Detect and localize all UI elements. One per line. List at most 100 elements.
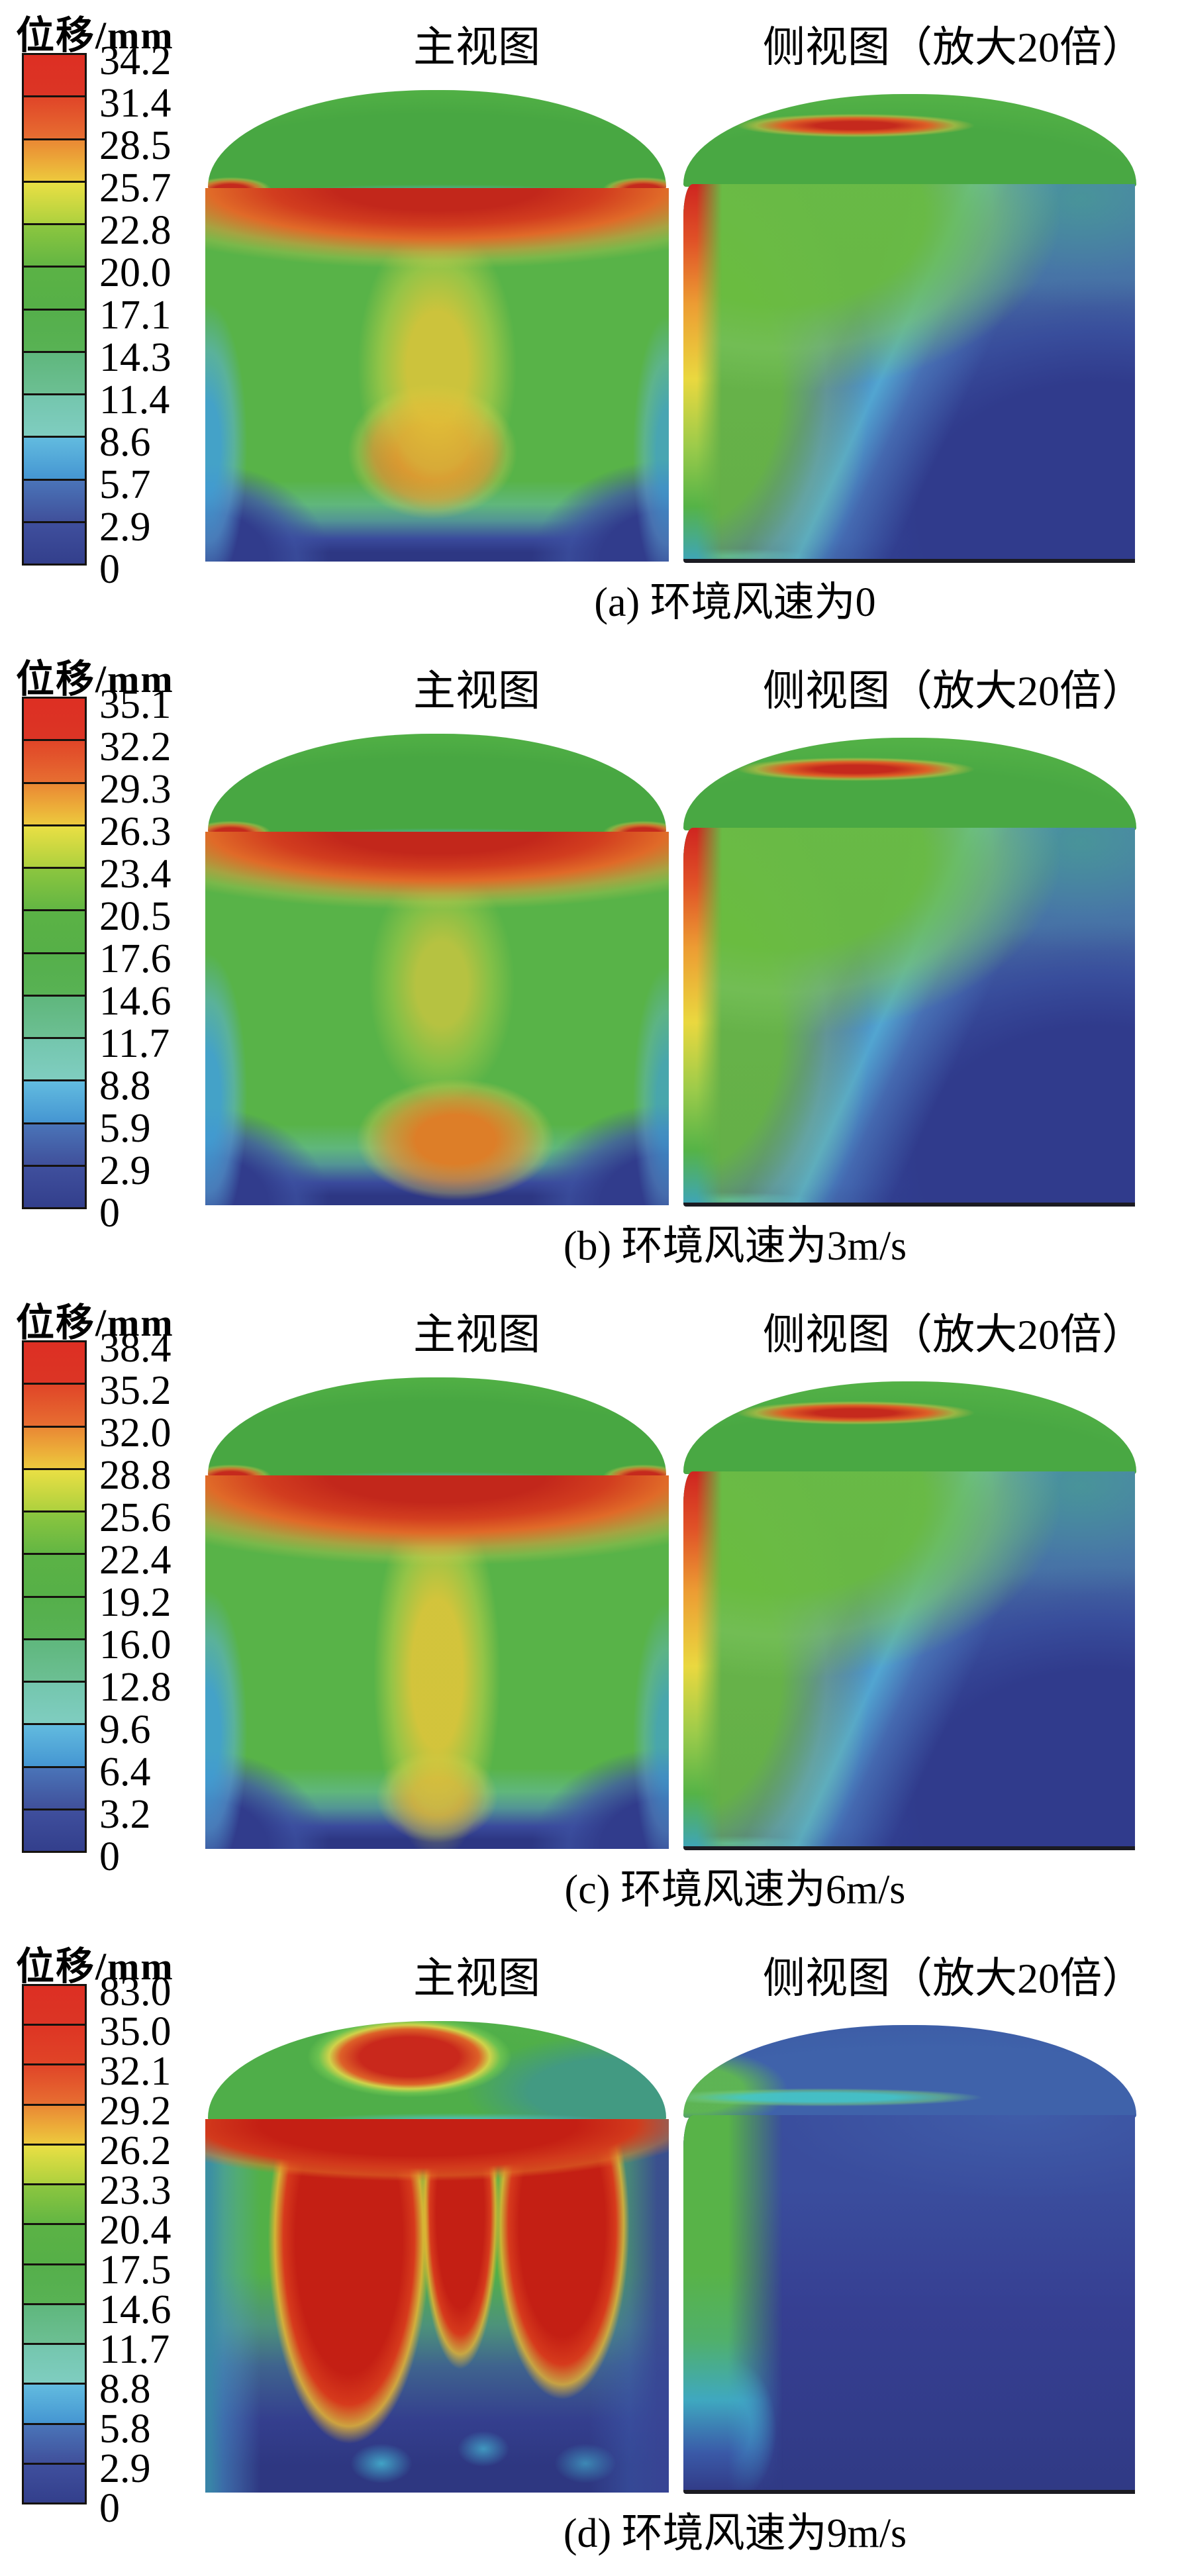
panel-caption: (a) 环境风速为0: [594, 580, 876, 625]
colorbar-segment: [24, 2303, 85, 2344]
colorbar-tick: 5.8: [99, 2406, 151, 2452]
colorbar-segment: [24, 1986, 85, 2024]
colorbar-tick: 26.3: [99, 809, 172, 854]
colorbar-segment: [24, 138, 85, 181]
colorbar-tick: 35.0: [99, 2009, 172, 2054]
main-view-title: 主视图: [413, 668, 540, 715]
side-view-title: 侧视图（放大20倍）: [763, 1311, 1144, 1358]
colorbar-unit-label: 位移/mm: [16, 658, 174, 701]
panel-c: 位移/mm 38.4 35.2 32.0 28.8 25.6 22.4 19.2 16.0 12…: [0, 1287, 1182, 1931]
colorbar-segment: [24, 1037, 85, 1080]
tank-dome-contour: [683, 2025, 1136, 2118]
colorbar-segment: [24, 2143, 85, 2184]
tank-shell-contour: [205, 188, 669, 562]
colorbar-tick: 20.0: [99, 250, 172, 295]
colorbar-tick: 38.4: [99, 1326, 172, 1371]
side-view-contour: [683, 738, 1136, 1207]
colorbar-tick: 11.4: [99, 377, 170, 422]
colorbar-tick: 5.7: [99, 462, 151, 507]
colorbar-segment: [24, 781, 85, 824]
colorbar-tick: 32.0: [99, 1411, 172, 1456]
side-view-title: 侧视图（放大20倍）: [763, 1955, 1144, 2002]
colorbar-segment: [24, 308, 85, 351]
panel-caption: (c) 环境风速为6m/s: [564, 1867, 906, 1912]
colorbar-segment: [24, 1723, 85, 1766]
colorbar-tick: 31.4: [99, 81, 172, 126]
colorbar: [22, 1340, 87, 1853]
colorbar-segment: [24, 1164, 85, 1207]
colorbar-tick: 5.9: [99, 1106, 151, 1151]
colorbar-segment: [24, 55, 85, 96]
tank-shell-contour: [683, 184, 1135, 563]
colorbar-tick: 0: [99, 1191, 120, 1236]
colorbar-tick: 32.2: [99, 724, 172, 769]
colorbar-segment: [24, 699, 85, 740]
colorbar-segment: [24, 1681, 85, 1724]
panel-caption: (d) 环境风速为9m/s: [563, 2511, 907, 2556]
colorbar-tick: 23.3: [99, 2168, 172, 2213]
side-view-contour: [683, 1381, 1136, 1850]
colorbar-segment: [24, 1079, 85, 1122]
colorbar-segment: [24, 1425, 85, 1468]
colorbar-tick: 20.4: [99, 2208, 172, 2253]
panel-caption: (b) 环境风速为3m/s: [563, 1224, 907, 1269]
colorbar-tick: 3.2: [99, 1792, 151, 1837]
colorbar-segment: [24, 266, 85, 309]
main-view-contour: [205, 2021, 669, 2493]
colorbar: [22, 1984, 87, 2504]
colorbar-tick: 35.2: [99, 1368, 172, 1413]
colorbar-segment: [24, 223, 85, 266]
panel-d: 位移/mm 83.0 35.0 32.1 29.2 26.2 23.3 20.4 17.5 14…: [0, 1931, 1182, 2575]
main-view-contour: [205, 1377, 669, 1849]
panel-a: 位移/mm 34.2 31.4 28.5 25.7 22.8 20.0 17.1 14.3 11…: [0, 0, 1182, 644]
colorbar-segment: [24, 1122, 85, 1165]
colorbar-tick: 19.2: [99, 1580, 172, 1625]
colorbar-tick: 0: [99, 2486, 120, 2531]
colorbar-segment: [24, 2183, 85, 2224]
colorbar-tick: 2.9: [99, 1148, 151, 1193]
tank-shell-contour: [205, 1475, 669, 1849]
colorbar-tick: 17.5: [99, 2248, 172, 2293]
colorbar-segment: [24, 1342, 85, 1383]
colorbar-segment: [24, 1808, 85, 1851]
colorbar-tick: 0: [99, 1834, 120, 1879]
colorbar-tick: 8.8: [99, 2367, 151, 2412]
colorbar-segment: [24, 909, 85, 952]
tank-dome-contour: [683, 1381, 1136, 1474]
colorbar-tick: 26.2: [99, 2128, 172, 2173]
side-view-contour: [683, 2025, 1136, 2494]
colorbar-tick: 20.5: [99, 894, 172, 939]
colorbar-tick: 22.8: [99, 208, 172, 253]
colorbar-tick: 11.7: [99, 1021, 170, 1066]
colorbar-tick: 32.1: [99, 2049, 172, 2094]
colorbar-tick: 29.2: [99, 2089, 172, 2134]
colorbar-tick: 12.8: [99, 1665, 172, 1710]
tank-shell-contour: [683, 1471, 1135, 1850]
colorbar-segment: [24, 2063, 85, 2104]
colorbar-tick: 29.3: [99, 767, 172, 812]
main-view-title: 主视图: [413, 1955, 540, 2002]
colorbar-tick: 14.6: [99, 979, 172, 1024]
colorbar-tick: 2.9: [99, 505, 151, 550]
colorbar-tick: 25.7: [99, 166, 172, 211]
main-view-contour: [205, 734, 669, 1205]
colorbar-tick: 14.6: [99, 2287, 172, 2332]
colorbar-tick: 35.1: [99, 682, 172, 727]
colorbar-tick: 17.6: [99, 936, 172, 981]
colorbar-tick: 34.2: [99, 38, 172, 83]
colorbar-tick: 28.5: [99, 123, 172, 168]
tank-dome-contour: [208, 90, 666, 189]
colorbar-tick: 0: [99, 547, 120, 592]
colorbar-segment: [24, 1467, 85, 1511]
colorbar-tick: 83.0: [99, 1969, 172, 2014]
colorbar-unit-label: 位移/mm: [16, 1301, 174, 1344]
side-view-title: 侧视图（放大20倍）: [763, 24, 1144, 71]
colorbar-segment: [24, 739, 85, 782]
colorbar-segment: [24, 2422, 85, 2463]
colorbar-segment: [24, 180, 85, 223]
tank-dome-contour: [683, 738, 1136, 830]
colorbar-segment: [24, 478, 85, 521]
colorbar-segment: [24, 867, 85, 910]
colorbar-tick: 23.4: [99, 852, 172, 897]
tank-shell-contour: [205, 832, 669, 1205]
